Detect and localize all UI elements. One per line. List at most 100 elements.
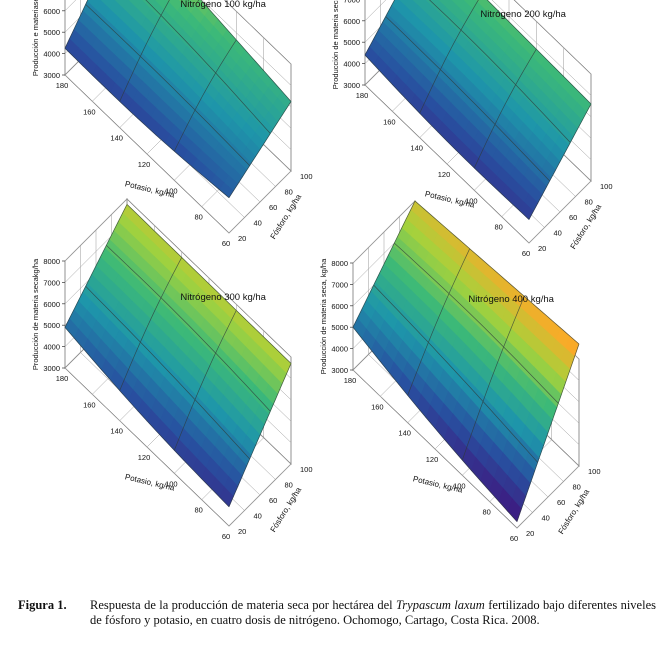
x-tick-label: 180	[344, 376, 357, 385]
y-tick-label: 60	[557, 498, 565, 507]
x-tick-label: 120	[138, 160, 151, 169]
response-surface	[364, 0, 592, 220]
x-tick-label: 80	[494, 223, 502, 232]
mesh-line	[228, 101, 292, 198]
x-tick-label: 160	[383, 117, 396, 126]
x-tick-label: 100	[165, 479, 178, 488]
z-tick-label: 5000	[43, 28, 60, 37]
mesh-line	[414, 200, 580, 345]
mesh-line	[385, 16, 550, 182]
chart-title: Nitrógeno 300 kg/ha	[180, 292, 266, 303]
mesh-line	[373, 284, 538, 463]
y-tick-label: 60	[269, 203, 277, 212]
chart-panel-2: 3000400050006000700080001801601401201008…	[331, 0, 613, 258]
y-tick-label: 40	[554, 229, 562, 238]
z-tick-label: 6000	[43, 300, 60, 309]
caption-species: Trypascum laxum	[396, 598, 485, 612]
z-tick-label: 4000	[343, 60, 360, 69]
mesh-line	[352, 200, 416, 328]
x-tick-label: 120	[438, 170, 451, 179]
y-tick-label: 40	[254, 512, 262, 521]
y-axis-title: Fósforo, kg/ha	[557, 487, 592, 536]
surface-mesh	[352, 200, 580, 522]
z-tick-label: 6000	[343, 17, 360, 26]
y-axis-title: Fósforo, kg/ha	[269, 485, 304, 534]
caption-text-before: Respuesta de la producción de materia se…	[90, 598, 397, 612]
mesh-line	[173, 39, 237, 152]
z-tick-label: 3000	[43, 71, 60, 80]
surface-mesh	[64, 204, 292, 507]
mesh-line	[119, 257, 183, 391]
caption-text: Respuesta de la producción de materia se…	[90, 598, 656, 628]
y-tick-label: 80	[573, 483, 581, 492]
z-axis-title: Producción de materia secakg/ha	[31, 258, 40, 370]
mesh-line	[516, 343, 580, 522]
y-axis-title: Fósforo, kg/ha	[569, 202, 604, 251]
z-tick-label: 5000	[331, 323, 348, 332]
x-tick-label: 60	[522, 249, 530, 258]
z-axis-title: Producción de materia seca, kg/ha	[331, 0, 340, 89]
z-tick-label: 6000	[331, 302, 348, 311]
mesh-line	[64, 0, 89, 49]
z-tick-label: 8000	[331, 259, 348, 268]
z-tick-label: 6000	[43, 7, 60, 16]
mesh-line	[364, 0, 395, 56]
z-tick-label: 7000	[43, 278, 60, 287]
x-tick-label: 80	[194, 506, 202, 515]
x-tick-label: 100	[453, 481, 466, 490]
mesh-line	[85, 286, 250, 460]
x-tick-label: 120	[138, 453, 151, 462]
z-tick-label: 7000	[331, 280, 348, 289]
caption-text-after: fertilizado bajo diferentes niveles de f…	[90, 598, 656, 627]
y-tick-label: 40	[254, 219, 262, 228]
response-surface	[64, 203, 292, 508]
x-tick-label: 180	[356, 91, 369, 100]
z-tick-label: 5000	[343, 38, 360, 47]
y-tick-label: 40	[542, 514, 550, 523]
z-tick-label: 3000	[343, 81, 360, 90]
z-tick-label: 5000	[43, 321, 60, 330]
x-tick-label: 180	[56, 81, 69, 90]
x-tick-label: 140	[398, 429, 411, 438]
y-tick-label: 100	[300, 172, 313, 181]
x-tick-label: 80	[482, 508, 490, 517]
mesh-line	[126, 204, 292, 364]
y-tick-label: 100	[300, 465, 313, 474]
caption-label: Figura 1.	[18, 598, 67, 612]
z-tick-label: 4000	[43, 343, 60, 352]
z-tick-label: 8000	[43, 257, 60, 266]
y-tick-label: 20	[238, 234, 246, 243]
y-tick-label: 80	[285, 188, 293, 197]
figure-panels: 3000 4000 5000 6000 7000 8000 180 160 140 120 100 8…	[31, 0, 613, 543]
mesh-line	[145, 0, 271, 134]
z-tick-label: 3000	[43, 364, 60, 373]
z-tick-label: 7000	[343, 0, 360, 4]
chart-title: Nitrógeno 400 kg/ha	[468, 294, 554, 305]
x-tick-label: 180	[56, 374, 69, 383]
surface-mesh	[364, 0, 592, 220]
mesh-line	[486, 0, 592, 105]
x-axis-title: Potasio, kg/ha	[424, 189, 476, 209]
x-tick-label: 60	[222, 532, 230, 541]
chart-panel-3: 3000 4000 5000 6000 7000 8000 180 160 140 120 100 8…	[31, 198, 313, 541]
z-tick-label: 3000	[331, 366, 348, 375]
chart-panel-4: 3000 4000 5000 6000 7000 8000 180 160 140 120 100 8…	[319, 200, 601, 543]
y-axis-title: Fósforo, kg/ha	[269, 192, 304, 241]
mesh-line	[419, 0, 479, 114]
x-tick-label: 100	[465, 196, 478, 205]
x-tick-label: 160	[371, 402, 384, 411]
x-tick-label: 120	[426, 455, 439, 464]
mesh-line	[407, 248, 471, 396]
y-tick-label: 20	[526, 529, 534, 538]
mesh-line	[228, 363, 292, 507]
surface-mesh	[64, 0, 292, 198]
x-tick-label: 140	[110, 134, 123, 143]
mesh-line	[64, 327, 230, 507]
mesh-line	[106, 245, 271, 412]
mesh-line	[352, 326, 518, 522]
mesh-line	[64, 204, 128, 328]
x-tick-label: 80	[194, 213, 202, 222]
y-tick-label: 80	[285, 481, 293, 490]
x-axis-title: Potasio, kg/ha	[124, 472, 176, 492]
mesh-line	[64, 48, 230, 198]
